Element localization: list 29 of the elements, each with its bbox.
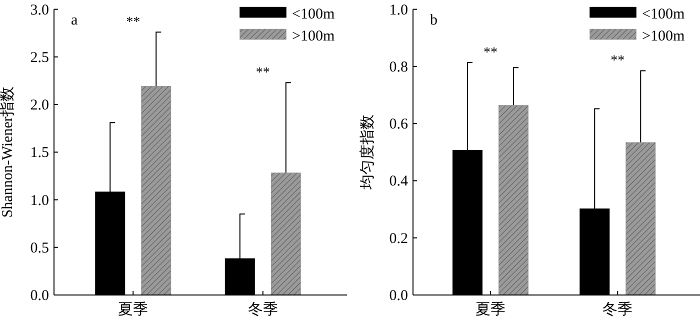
- annotation: **: [610, 54, 625, 69]
- y-tick-label: 0.0: [389, 288, 408, 304]
- chart-title: a: [71, 12, 78, 28]
- y-tick-label: 3.0: [30, 2, 49, 18]
- y-tick-label: 2.5: [30, 50, 49, 66]
- legend-label: <100m: [292, 6, 335, 22]
- y-tick-label: 0.8: [389, 59, 408, 76]
- annotation: **: [483, 45, 498, 60]
- annotation: **: [256, 66, 270, 81]
- legend-label: <100m: [642, 6, 685, 22]
- y-tick-label: 0.6: [389, 116, 408, 133]
- y-tick-label: 0.4: [389, 174, 408, 190]
- x-tick-label: 冬季: [602, 301, 633, 318]
- x-tick-label: 冬季: [248, 301, 278, 318]
- x-tick-label: 夏季: [475, 301, 506, 318]
- annotation: **: [126, 15, 140, 30]
- legend-label: >100m: [642, 28, 685, 44]
- y-tick-label: 0.0: [30, 288, 49, 304]
- legend-label: >100m: [292, 28, 335, 44]
- y-tick-label: 0.5: [30, 240, 49, 256]
- y-tick-label: 1.0: [30, 192, 49, 209]
- x-tick-label: 夏季: [118, 301, 148, 318]
- y-axis-title: Shannon-Wiener指数: [0, 86, 16, 218]
- y-tick-label: 1.5: [30, 145, 49, 162]
- y-tick-label: 1.0: [389, 2, 408, 18]
- y-tick-label: 0.2: [389, 230, 408, 247]
- y-axis-title: 均匀度指数: [359, 114, 376, 191]
- y-tick-label: 2.0: [30, 98, 49, 114]
- chart-title: b: [430, 12, 438, 28]
